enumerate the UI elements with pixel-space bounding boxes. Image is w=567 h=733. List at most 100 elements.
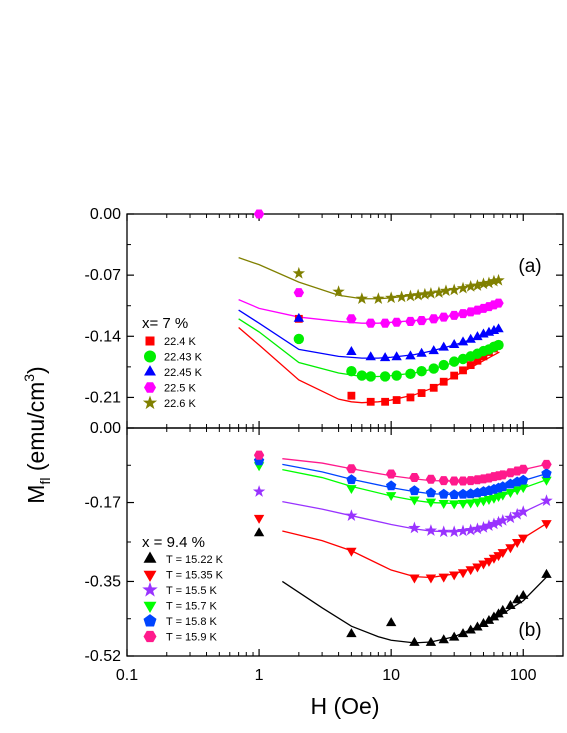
legend-entry: T = 15.5 K [166,585,218,597]
panel-b-ytick-label: -0.17 [85,495,122,512]
data-point [381,397,390,406]
data-point [457,569,469,579]
data-point [385,617,397,627]
data-point [457,499,469,509]
y-axis-title-sup: 3 [21,374,37,382]
panel-a-ytick-label: -0.07 [85,267,122,284]
data-point [488,611,500,621]
data-point [346,346,357,355]
data-point [517,505,530,517]
data-point [379,371,391,382]
legend-marker [145,336,155,346]
data-point [492,515,505,528]
data-point [483,614,495,624]
y-axis-title-sub: fl [37,478,53,485]
panel-a-ytick-label: -0.21 [85,389,122,406]
panel-a-ytick-label: 0.00 [90,206,121,223]
series-t-15-5-k [252,485,553,538]
data-point [365,351,376,361]
data-point [497,604,508,614]
data-point [379,318,391,328]
data-point [478,618,489,627]
data-point [518,589,529,599]
data-point [482,519,496,532]
data-point [365,318,376,328]
data-point [405,368,416,380]
data-point [428,363,439,374]
data-point [416,366,427,377]
data-point [505,489,516,498]
data-point [438,476,449,486]
data-point [512,486,523,496]
data-point [438,312,449,322]
data-point [448,525,461,538]
data-point [391,370,402,381]
series-22-43-k [293,333,504,382]
data-point [492,273,505,286]
data-point [465,566,476,576]
data-point [487,274,501,287]
data-point [493,323,504,333]
data-point [438,359,449,371]
data-point [505,544,516,554]
data-point [505,600,516,610]
data-point [425,498,437,508]
data-point [408,521,421,534]
data-point [448,489,460,500]
legend-entry: 22.43 K [164,352,203,364]
data-point [253,450,265,460]
legend-title: x= 7 % [142,315,188,332]
data-point [385,469,397,479]
data-point [482,276,496,289]
data-point [497,491,508,501]
data-point [477,277,490,290]
data-point [457,336,469,346]
legend-marker [144,382,156,393]
series-t-15-22-k [253,527,552,646]
data-point [459,366,467,375]
data-point [416,347,427,357]
data-point [450,371,459,380]
data-point [437,525,450,538]
data-point [345,509,358,521]
legend-marker [144,365,156,376]
panel-a-label: (a) [518,256,541,277]
panel-a-frame [126,213,564,429]
legend-entry: 22.4 K [164,336,196,348]
series-22-6-k [292,266,505,304]
data-point [448,310,460,320]
data-point [405,316,416,326]
y-axis-title-units: (emu/cm [23,382,49,478]
series-t-15-7-k [253,462,552,510]
fit-line-22-4-k [238,327,500,404]
data-point [385,492,397,502]
data-point [346,474,357,485]
data-point [372,292,385,304]
data-point [425,574,437,584]
data-point [493,339,504,351]
data-point [518,534,529,544]
fit-line-t-15-22-k [281,576,547,644]
data-point [466,361,475,370]
data-point [448,283,461,296]
data-point [438,488,449,499]
data-point [541,468,552,479]
legend-marker [144,350,156,363]
data-point [404,289,417,302]
data-point [406,393,415,402]
data-point [472,621,483,631]
y-axis-title-main: M [23,485,49,504]
legend-marker [142,395,158,410]
data-point [473,356,482,365]
data-point [385,480,397,491]
data-point [541,459,552,469]
data-point [457,628,469,638]
legend-entry: T = 15.8 K [166,616,218,628]
data-point [438,634,449,644]
legend-marker [143,570,157,582]
data-point [409,496,420,506]
data-point [504,511,517,524]
series-t-15-35-k [253,514,552,584]
data-point [425,636,437,646]
